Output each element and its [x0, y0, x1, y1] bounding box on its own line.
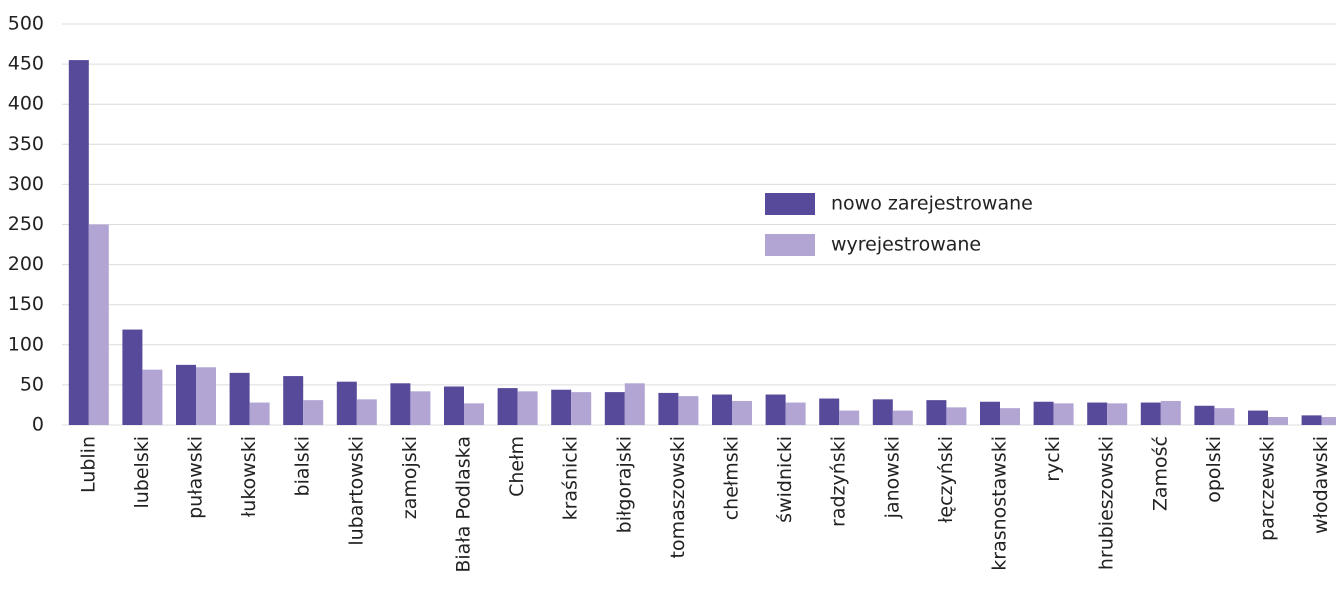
y-tick-label: 100: [8, 333, 44, 355]
bar: [283, 376, 304, 425]
legend-label: nowo zarejestrowane: [831, 193, 1033, 215]
bar: [390, 383, 411, 425]
y-tick-label: 300: [8, 173, 44, 195]
bar: [785, 402, 806, 425]
y-tick-label: 150: [8, 293, 44, 315]
y-tick-label: 200: [8, 253, 44, 275]
x-tick-label: Lublin: [77, 436, 99, 493]
bar: [356, 399, 377, 425]
y-tick-label: 500: [8, 13, 44, 35]
bar: [819, 398, 840, 425]
x-tick-label: kraśnicki: [560, 436, 582, 520]
x-tick-label: Zamość: [1149, 436, 1171, 511]
x-tick-label: Biała Podlaska: [453, 436, 475, 573]
bar: [1000, 408, 1020, 425]
bar: [1160, 400, 1181, 425]
bar: [229, 372, 250, 425]
y-tick-label: 50: [20, 373, 44, 395]
bar: [1107, 403, 1128, 425]
x-tick-label: parczewski: [1257, 436, 1279, 541]
bar: [336, 381, 357, 425]
bar: [1268, 416, 1288, 425]
bar: [249, 402, 270, 425]
bar: [517, 391, 538, 425]
bar: [604, 392, 625, 425]
bar: [1053, 403, 1074, 425]
x-tick-label: opolski: [1203, 436, 1225, 503]
bar: [624, 383, 645, 425]
bar: [980, 401, 1000, 425]
bar: [765, 394, 786, 425]
bar: [1033, 401, 1054, 425]
bar: [88, 224, 109, 425]
bar: [571, 392, 592, 425]
x-tick-label: Chełm: [506, 436, 528, 497]
x-tick-label: łukowski: [238, 436, 260, 517]
bar: [122, 329, 143, 425]
x-tick-label: bialski: [292, 436, 314, 496]
bar: [1321, 416, 1336, 425]
bar: [712, 394, 732, 425]
bar: [946, 407, 967, 425]
bar: [1214, 408, 1235, 425]
bar: [732, 400, 752, 425]
bar: [410, 391, 431, 425]
bar: [303, 400, 324, 425]
bar: [196, 367, 216, 425]
bar: [551, 389, 572, 425]
y-tick-label: 400: [8, 93, 44, 115]
x-tick-label: łęczyński: [935, 436, 957, 523]
x-tick-label: zamojski: [399, 436, 421, 519]
bar: [1194, 405, 1215, 425]
bar: [892, 410, 913, 425]
legend-swatch: [765, 234, 815, 256]
y-tick-label: 250: [8, 213, 44, 235]
legend-swatch: [765, 193, 815, 215]
x-tick-label: biłgorajski: [613, 436, 635, 533]
legend-label: wyrejestrowane: [831, 234, 981, 256]
x-tick-label: krasnostawski: [989, 436, 1011, 571]
bar: [1087, 402, 1108, 425]
bar: [464, 403, 484, 425]
bar: [142, 369, 163, 425]
bar: [839, 410, 860, 425]
bar: [1140, 402, 1161, 425]
x-tick-label: chełmski: [721, 436, 743, 520]
bar: [1248, 410, 1268, 425]
y-tick-label: 350: [8, 133, 44, 155]
bar: [176, 364, 196, 425]
y-tick-label: 0: [32, 414, 44, 436]
x-tick-label: radzyński: [828, 436, 850, 527]
x-tick-label: rycki: [1042, 436, 1064, 482]
x-tick-label: lubelski: [131, 436, 153, 509]
x-tick-label: lubartowski: [345, 436, 367, 546]
bar: [444, 386, 464, 425]
x-tick-label: janowski: [881, 436, 903, 519]
x-tick-label: hrubieszowski: [1096, 436, 1118, 570]
x-tick-label: świdnicki: [774, 436, 796, 523]
bar: [68, 60, 89, 426]
x-tick-label: puławski: [185, 436, 207, 519]
y-tick-label: 450: [8, 53, 44, 75]
bar: [926, 400, 947, 425]
bar: [1301, 415, 1322, 425]
bar: [872, 399, 893, 425]
x-tick-label: tomaszowski: [667, 436, 689, 558]
bar: [497, 388, 518, 425]
bar: [658, 392, 679, 425]
x-tick-label: włodawski: [1310, 436, 1332, 534]
bar: [678, 396, 699, 425]
